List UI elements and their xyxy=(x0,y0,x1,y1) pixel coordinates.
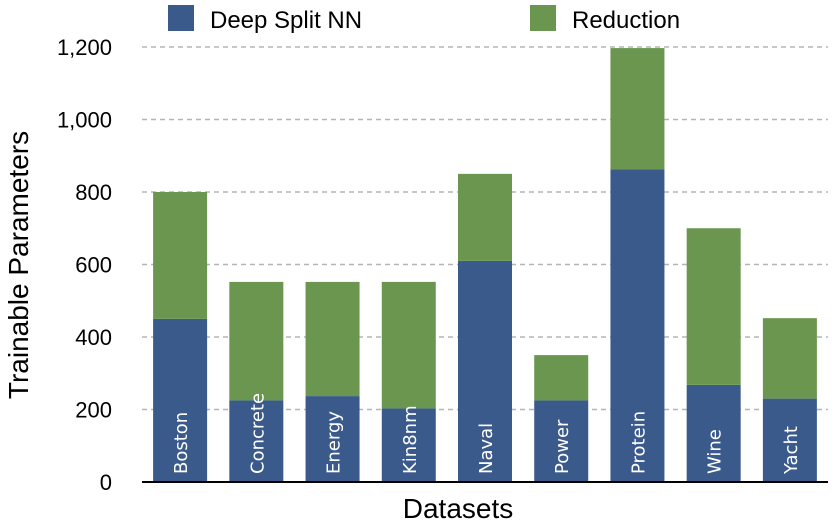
category-label-power: Power xyxy=(552,419,573,474)
bar-reduction-energy xyxy=(305,281,360,397)
y-axis-title: Trainable Parameters xyxy=(3,131,34,399)
category-label-boston: Boston xyxy=(171,412,192,474)
bar-deep-split-nn-power xyxy=(534,400,589,482)
category-label-protein: Protein xyxy=(628,411,649,474)
legend-label-reduction: Reduction xyxy=(572,7,680,34)
legend: Deep Split NN Reduction xyxy=(168,5,680,34)
bar-reduction-kin8nm xyxy=(381,281,436,409)
bar-reduction-concrete xyxy=(229,281,284,401)
bar-reduction-yacht xyxy=(762,318,817,399)
bar-deep-split-nn-concrete xyxy=(229,400,284,482)
legend-label-deep-split-nn: Deep Split NN xyxy=(210,7,362,34)
category-label-yacht: Yacht xyxy=(781,426,802,475)
category-label-concrete: Concrete xyxy=(247,393,268,474)
bar-deep-split-nn-boston xyxy=(153,318,208,482)
y-tick-label: 200 xyxy=(75,398,112,423)
y-tick-label: 400 xyxy=(75,325,112,350)
y-tick-label: 600 xyxy=(75,253,112,278)
bar-reduction-protein xyxy=(610,48,665,170)
bar-deep-split-nn-kin8nm xyxy=(381,408,436,482)
x-axis-title: Datasets xyxy=(403,493,514,524)
bar-reduction-wine xyxy=(686,228,741,385)
y-tick-label: 1,200 xyxy=(57,35,112,60)
y-tick-labels: 0 200 400 600 800 1,000 1,200 xyxy=(57,35,112,495)
bar-deep-split-nn-yacht xyxy=(762,398,817,482)
bar-deep-split-nn-naval xyxy=(458,260,512,482)
bar-deep-split-nn-protein xyxy=(610,169,665,482)
bar-deep-split-nn-wine xyxy=(686,384,741,482)
category-labels: Boston Concrete Energy Kin8nm Naval Power Prot… xyxy=(171,393,802,475)
category-label-kin8nm: Kin8nm xyxy=(400,405,421,474)
y-tick-label: 1,000 xyxy=(57,108,112,133)
category-label-wine: Wine xyxy=(705,429,726,474)
legend-swatch-reduction xyxy=(530,5,556,31)
y-tick-label: 0 xyxy=(100,470,112,495)
bar-reduction-naval xyxy=(458,173,512,261)
bars xyxy=(153,48,817,482)
y-tick-label: 800 xyxy=(75,180,112,205)
bar-deep-split-nn-energy xyxy=(305,396,360,482)
legend-swatch-deep-split-nn xyxy=(168,5,194,31)
bar-reduction-boston xyxy=(153,192,208,319)
category-label-energy: Energy xyxy=(324,411,345,474)
category-label-naval: Naval xyxy=(476,423,497,474)
bar-reduction-power xyxy=(534,355,589,401)
